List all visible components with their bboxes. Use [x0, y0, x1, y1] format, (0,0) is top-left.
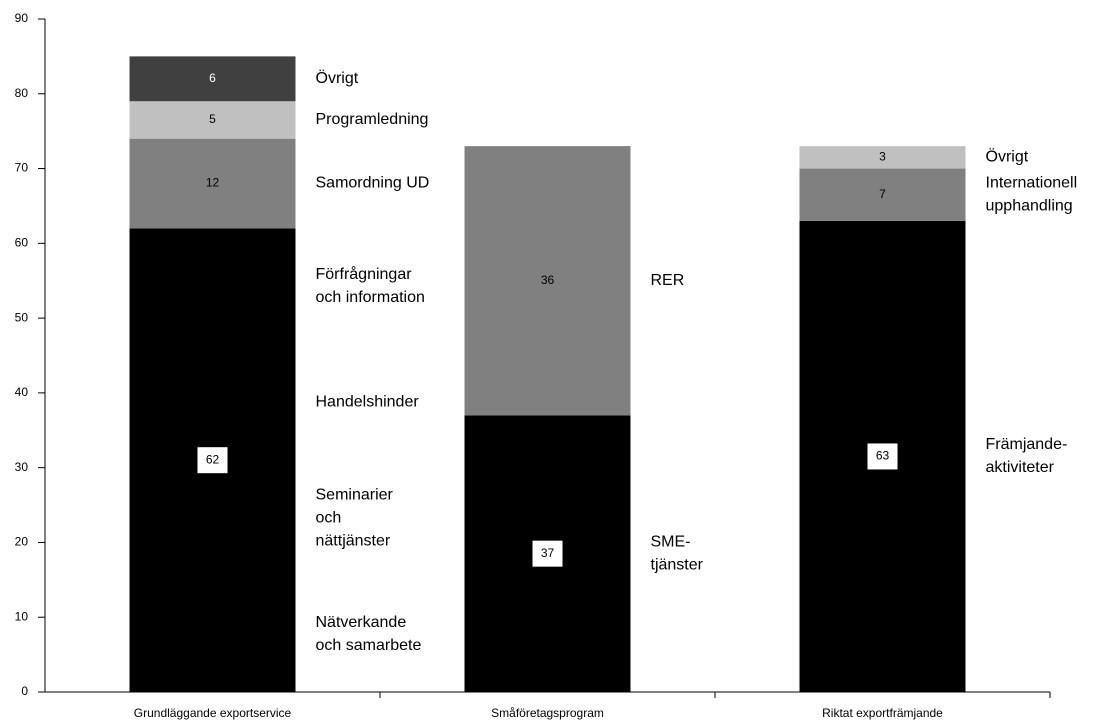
- bar-segment: [129, 138, 296, 229]
- value-label-box: [197, 447, 228, 474]
- segment-annotation: Övrigt: [316, 69, 359, 87]
- segment-annotation: Övrigt: [986, 148, 1029, 166]
- value-label: 3: [879, 150, 886, 164]
- segment-annotation: och information: [316, 289, 425, 306]
- y-tick-label: 80: [15, 86, 29, 100]
- bar-segment: [799, 168, 966, 221]
- segment-annotation: nättjänster: [316, 532, 391, 549]
- value-label-box: [532, 540, 563, 567]
- segment-annotation: Seminarier: [316, 486, 394, 503]
- bar-segment: [129, 101, 296, 139]
- value-label: 62: [206, 452, 220, 466]
- segment-annotation: Främjande-: [986, 436, 1068, 453]
- segment-annotation: upphandling: [986, 197, 1073, 214]
- segment-annotation: Förfrågningar: [316, 265, 413, 283]
- segment-annotation: RER: [651, 272, 685, 289]
- y-tick-label: 50: [15, 310, 29, 324]
- value-label: 5: [209, 112, 216, 126]
- segment-annotation: och: [316, 509, 342, 526]
- value-label: 6: [209, 71, 216, 85]
- value-label: 37: [541, 546, 555, 560]
- y-tick-label: 30: [15, 460, 29, 474]
- value-label: 63: [876, 449, 890, 463]
- y-tick-label: 10: [15, 609, 29, 623]
- segment-annotation: SME-: [651, 533, 691, 550]
- value-label: 7: [879, 187, 886, 201]
- x-tick-label: Riktat exportfrämjande: [822, 706, 943, 720]
- segment-annotation: Handelshinder: [316, 393, 420, 410]
- bar-segment: [129, 56, 296, 102]
- y-tick-label: 70: [15, 161, 29, 175]
- y-tick-label: 20: [15, 535, 29, 549]
- segment-annotation: aktiviteter: [986, 459, 1055, 476]
- value-label: 36: [541, 273, 555, 287]
- bar-segment: [799, 146, 966, 169]
- value-label: 12: [206, 176, 220, 190]
- segment-annotation: Internationell: [986, 174, 1078, 191]
- segment-annotation: Programledning: [316, 111, 429, 128]
- value-label-box: [867, 443, 898, 470]
- bar-segment: [464, 146, 631, 416]
- x-tick-label: Grundläggande exportservice: [134, 706, 292, 720]
- y-tick-label: 40: [15, 385, 29, 399]
- segment-annotation: och samarbete: [316, 637, 422, 654]
- y-tick-label: 0: [21, 684, 28, 698]
- y-tick-label: 90: [15, 11, 29, 25]
- y-tick-label: 60: [15, 236, 29, 250]
- x-tick-label: Småföretagsprogram: [491, 706, 604, 720]
- segment-annotation: Nätverkande: [316, 614, 407, 631]
- segment-annotation: Samordning UD: [316, 175, 430, 192]
- segment-annotation: tjänster: [651, 556, 704, 573]
